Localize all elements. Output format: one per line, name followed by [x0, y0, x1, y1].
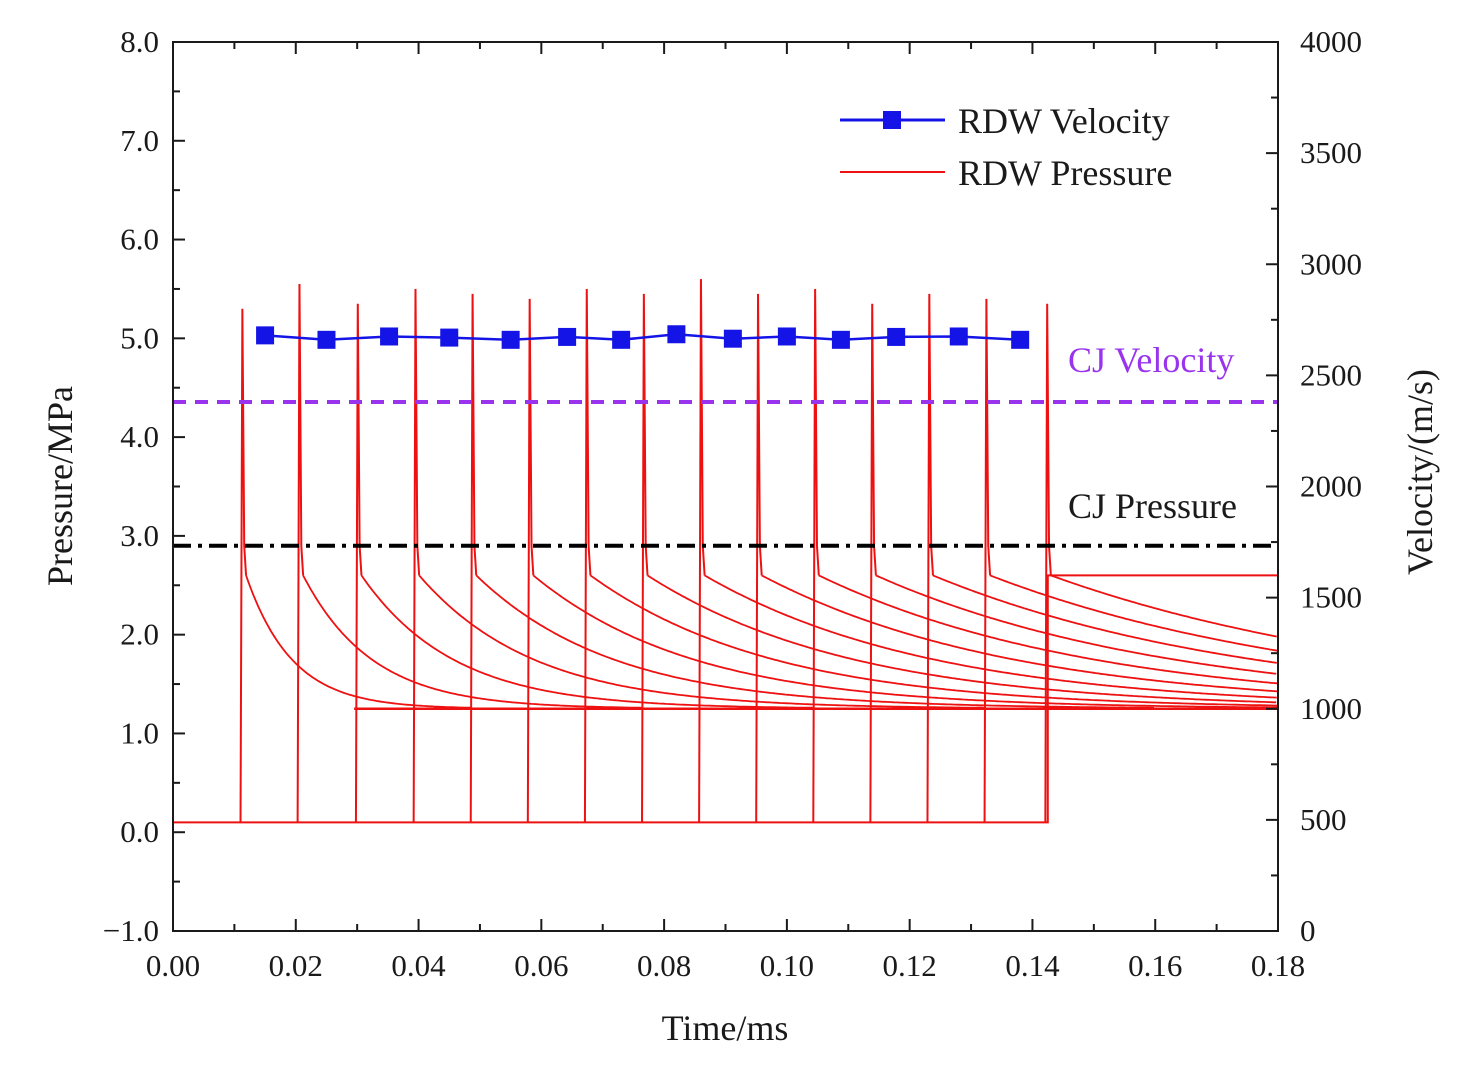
y-left-tick-label: 1.0	[120, 715, 159, 750]
pressure-spike	[755, 293, 763, 823]
pressure-spike	[869, 303, 877, 823]
x-tick-label: 0.06	[514, 948, 568, 983]
pressure-spike	[583, 288, 592, 823]
y-right-tick-label: 4000	[1300, 24, 1362, 59]
pressure-decay-curve	[589, 574, 1279, 707]
x-tick-label: 0.12	[883, 948, 937, 983]
velocity-point	[1011, 330, 1030, 349]
velocity-point	[612, 330, 631, 349]
pressure-decay-curve	[932, 574, 1277, 664]
cj-pressure-annotation: CJ Pressure	[1068, 486, 1237, 526]
axis-ticks	[172, 41, 1279, 932]
pressure-decay-curve	[818, 574, 1279, 685]
y-left-tick-label: 0.0	[120, 814, 159, 849]
velocity-point	[317, 330, 336, 349]
y-right-tick-label: 2500	[1300, 357, 1362, 392]
x-tick-label: 0.10	[760, 948, 814, 983]
pressure-spike	[1044, 303, 1052, 823]
cj-velocity-annotation: CJ Velocity	[1068, 340, 1234, 380]
x-tick-label: 0.02	[269, 948, 323, 983]
y-left-tick-label: −1.0	[103, 913, 159, 948]
velocity-point	[501, 330, 520, 349]
velocity-point	[777, 327, 796, 346]
velocity-point	[380, 327, 399, 346]
legend-pressure-label: RDW Pressure	[958, 153, 1172, 193]
pressure-decay-curve	[532, 574, 1278, 709]
velocity-point	[558, 327, 577, 346]
pressure-baseline-front	[173, 574, 1278, 824]
x-tick-label: 0.14	[1005, 948, 1060, 983]
pressure-decay-curve	[1050, 574, 1277, 638]
velocity-point	[723, 329, 742, 348]
velocity-series	[256, 325, 1030, 349]
y-left-tick-label: 8.0	[120, 24, 159, 59]
velocity-point	[440, 328, 459, 347]
pressure-spike	[412, 288, 421, 823]
pressure-decay-curve	[418, 574, 984, 709]
reference-lines	[173, 400, 1278, 548]
x-tick-label: 0.16	[1128, 948, 1182, 983]
y-right-axis-title: Velocity/(m/s)	[1400, 369, 1440, 575]
pressure-decay-curve	[875, 574, 1277, 675]
velocity-point	[949, 327, 968, 346]
pressure-spike	[698, 279, 706, 823]
pressure-decay-curve	[647, 574, 1277, 704]
y-left-tick-label: 4.0	[120, 419, 159, 454]
pressure-decay-curve	[245, 575, 473, 709]
pressure-spike	[469, 293, 478, 823]
y-left-tick-label: 3.0	[120, 518, 159, 553]
velocity-point	[256, 326, 275, 345]
y-right-tick-label: 3000	[1300, 246, 1362, 281]
x-tick-label: 0.04	[391, 948, 446, 983]
velocity-point	[667, 325, 686, 344]
pressure-spike	[926, 293, 934, 823]
pressure-spike	[812, 288, 820, 823]
y-left-tick-label: 7.0	[120, 123, 159, 158]
pressure-decay-curve	[475, 574, 1155, 709]
pressure-decay-curve	[761, 574, 1278, 693]
y-left-tick-label: 6.0	[120, 222, 159, 257]
x-axis-title: Time/ms	[662, 1008, 789, 1048]
x-tick-label: 0.00	[146, 948, 200, 983]
legend-velocity-label: RDW Velocity	[958, 101, 1170, 141]
tick-labels: 0.00 0.02 0.04 0.06 0.08 0.10 0.12 0.14 0.16 0.18…	[103, 24, 1362, 983]
pressure-decay-curve	[704, 574, 1277, 699]
velocity-line	[265, 333, 1021, 342]
velocity-point	[887, 327, 906, 346]
x-tick-label: 0.08	[637, 948, 691, 983]
velocity-point	[831, 330, 850, 349]
pressure-spike	[983, 298, 992, 823]
y-right-tick-label: 3500	[1300, 135, 1362, 170]
pressure-spike	[641, 293, 649, 823]
pressure-spike	[296, 283, 305, 823]
y-right-tick-label: 2000	[1300, 469, 1362, 504]
pressure-decay-curve	[989, 574, 1278, 652]
pressure-decay-curve	[302, 574, 643, 709]
y-right-tick-label: 500	[1300, 802, 1347, 837]
y-left-tick-label: 2.0	[120, 617, 159, 652]
pressure-spike	[354, 303, 363, 823]
legend-velocity-marker	[883, 111, 901, 129]
x-tick-label: 0.18	[1251, 948, 1305, 983]
legend: RDW Velocity RDW Pressure	[840, 101, 1172, 193]
pressure-spike	[526, 298, 535, 823]
y-right-tick-label: 1000	[1300, 691, 1362, 726]
pressure-spike	[239, 308, 248, 823]
pressure-decay-curve	[360, 574, 814, 709]
pressure-curves	[173, 279, 1279, 824]
y-right-tick-label: 0	[1300, 913, 1316, 948]
y-left-tick-label: 5.0	[120, 320, 159, 355]
y-left-axis-title: Pressure/MPa	[40, 386, 80, 586]
y-right-tick-label: 1500	[1300, 580, 1362, 615]
